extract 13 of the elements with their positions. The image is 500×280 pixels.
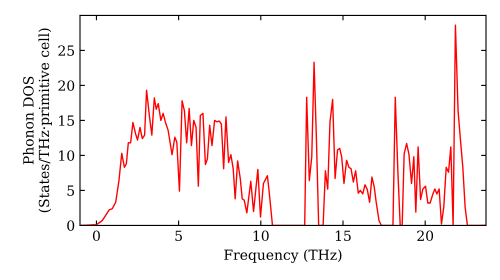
x-tick-label: 0: [92, 230, 100, 242]
y-tick-label: 15: [59, 115, 74, 126]
y-tick-label: 25: [58, 45, 74, 56]
y-tick-label: 0: [67, 220, 74, 231]
x-axis-title: Frequency (THz): [224, 249, 342, 263]
y-axis-title: Phonon DOS (States/THz·primitive cell): [22, 28, 52, 212]
y-tick-label: 20: [58, 80, 74, 91]
x-tick-label: 20: [417, 230, 434, 242]
x-tick-label: 10: [254, 230, 269, 242]
x-tick-label: 5: [175, 230, 182, 242]
y-tick-label: 5: [67, 186, 74, 196]
y-tick-label: 10: [59, 150, 74, 161]
x-tick-label: 15: [336, 230, 351, 242]
